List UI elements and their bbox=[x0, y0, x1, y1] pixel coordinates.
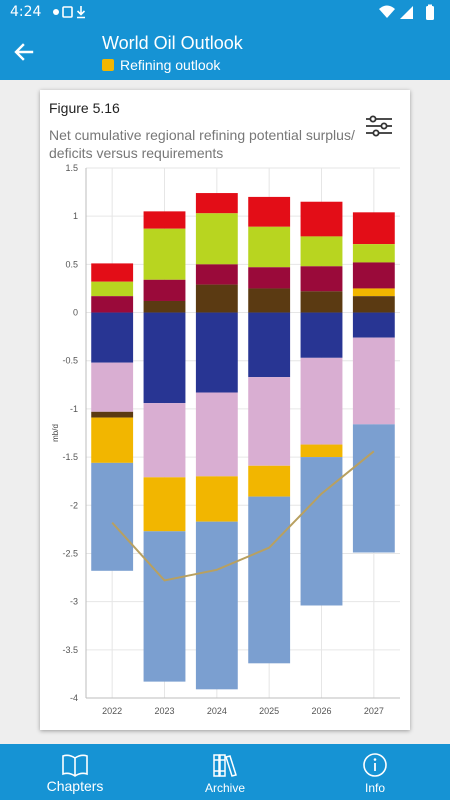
tab-info[interactable]: Info bbox=[300, 744, 450, 800]
calendar-icon bbox=[62, 6, 73, 18]
figure-subtitle: Net cumulative regional refining potenti… bbox=[49, 127, 355, 161]
signal-icon bbox=[400, 6, 413, 19]
bar-segment bbox=[143, 531, 186, 682]
bar-segment bbox=[248, 267, 291, 289]
y-tick-label: -2 bbox=[70, 500, 78, 510]
y-tick-label: -3 bbox=[70, 597, 78, 607]
bar-segment bbox=[248, 496, 291, 664]
bar-segment bbox=[91, 417, 134, 463]
bar-segment bbox=[248, 465, 291, 497]
tab-archive[interactable]: Archive bbox=[150, 744, 300, 800]
y-axis-label: mb/d bbox=[51, 424, 60, 442]
y-tick-label: -1 bbox=[70, 404, 78, 414]
y-tick-label: 0 bbox=[73, 308, 78, 318]
bar-segment bbox=[91, 362, 134, 412]
bar-segment bbox=[143, 477, 186, 532]
bar-segment bbox=[143, 312, 186, 404]
bar-segment bbox=[352, 288, 395, 297]
bar-segment bbox=[352, 312, 395, 338]
bar-segment bbox=[91, 263, 134, 282]
bar-segment bbox=[143, 228, 186, 280]
y-tick-label: 1 bbox=[73, 211, 78, 221]
battery-icon bbox=[426, 6, 434, 20]
wifi-icon bbox=[379, 5, 395, 18]
app-title: World Oil Outlook bbox=[102, 33, 243, 53]
bar-segment bbox=[300, 236, 343, 267]
x-tick-label: 2025 bbox=[259, 706, 279, 716]
bar-segment bbox=[195, 392, 238, 477]
bar-segment bbox=[195, 193, 238, 214]
app-subtitle: Refining outlook bbox=[120, 57, 221, 73]
bar-segment bbox=[300, 357, 343, 445]
bar-segment bbox=[91, 462, 134, 571]
bar-segment bbox=[91, 312, 134, 363]
figure-card: Figure 5.16 Net cumulative regional refi… bbox=[40, 90, 410, 730]
stacked-bar-chart: 1.5 1 0.5 0 -0.5 -1 -1.5 -2 -2.5 -3 -3.5 -4 mb/d 2022… bbox=[51, 163, 400, 716]
bar-segment bbox=[195, 213, 238, 265]
bottom-tab-bar: Chapters Archive Info bbox=[0, 744, 450, 800]
bar-segment bbox=[195, 264, 238, 285]
bar-segment bbox=[300, 457, 343, 606]
filter-sliders-icon[interactable] bbox=[364, 114, 394, 138]
y-tick-label: -0.5 bbox=[62, 356, 78, 366]
tab-label: Chapters bbox=[46, 778, 104, 794]
bar-segment bbox=[300, 291, 343, 313]
bar-segment bbox=[143, 279, 186, 301]
bar-segment bbox=[248, 377, 291, 466]
bar-segment bbox=[195, 521, 238, 690]
bar-segment bbox=[248, 288, 291, 313]
bar-segment bbox=[300, 444, 343, 458]
bar-segment bbox=[300, 312, 343, 358]
bar-segment bbox=[143, 300, 186, 313]
requirements-line bbox=[111, 450, 375, 582]
notification-dot-icon bbox=[53, 9, 59, 15]
status-bar: 4:24 bbox=[0, 0, 450, 26]
tab-chapters[interactable]: Chapters bbox=[0, 744, 150, 800]
back-arrow-icon[interactable] bbox=[12, 40, 36, 64]
bar-segment bbox=[352, 244, 395, 263]
archive-books-icon bbox=[213, 754, 237, 777]
bar-segment bbox=[300, 266, 343, 292]
y-tick-label: -2.5 bbox=[62, 548, 78, 558]
x-tick-label: 2024 bbox=[207, 706, 227, 716]
bar-segment bbox=[248, 196, 291, 227]
bar-segment bbox=[195, 476, 238, 522]
status-time: 4:24 bbox=[10, 4, 42, 20]
tab-label: Info bbox=[364, 781, 385, 795]
notification-icons bbox=[52, 5, 92, 22]
bar-segment bbox=[195, 284, 238, 313]
bar-segment bbox=[352, 424, 395, 553]
bar-segment bbox=[352, 337, 395, 425]
info-icon bbox=[363, 753, 387, 777]
tab-label: Archive bbox=[204, 781, 245, 795]
bar-segment bbox=[91, 281, 134, 297]
subtitle-color-chip bbox=[102, 59, 114, 71]
x-tick-label: 2023 bbox=[154, 706, 174, 716]
bar-segment bbox=[248, 312, 291, 378]
bar-segment bbox=[143, 211, 186, 229]
y-tick-label: 0.5 bbox=[65, 259, 78, 269]
system-icons bbox=[378, 4, 442, 25]
y-tick-label: -3.5 bbox=[62, 645, 78, 655]
y-tick-label: -4 bbox=[70, 693, 78, 703]
app-bar: World Oil Outlook Refining outlook bbox=[0, 26, 450, 80]
bar-segment bbox=[195, 312, 238, 393]
figure-label: Figure 5.16 bbox=[49, 100, 120, 116]
bar-segment bbox=[352, 262, 395, 289]
bar-segment bbox=[300, 201, 343, 237]
bar-segment bbox=[91, 411, 134, 418]
download-icon bbox=[76, 6, 86, 19]
y-tick-label: 1.5 bbox=[65, 163, 78, 173]
y-tick-label: -1.5 bbox=[62, 452, 78, 462]
x-tick-label: 2022 bbox=[102, 706, 122, 716]
bar-segment bbox=[352, 212, 395, 245]
bar-segment bbox=[143, 403, 186, 478]
x-tick-label: 2027 bbox=[364, 706, 384, 716]
bar-segment bbox=[248, 226, 291, 268]
bar-segment bbox=[91, 296, 134, 313]
x-tick-label: 2026 bbox=[311, 706, 331, 716]
bar-segment bbox=[352, 296, 395, 313]
book-icon bbox=[62, 754, 88, 777]
